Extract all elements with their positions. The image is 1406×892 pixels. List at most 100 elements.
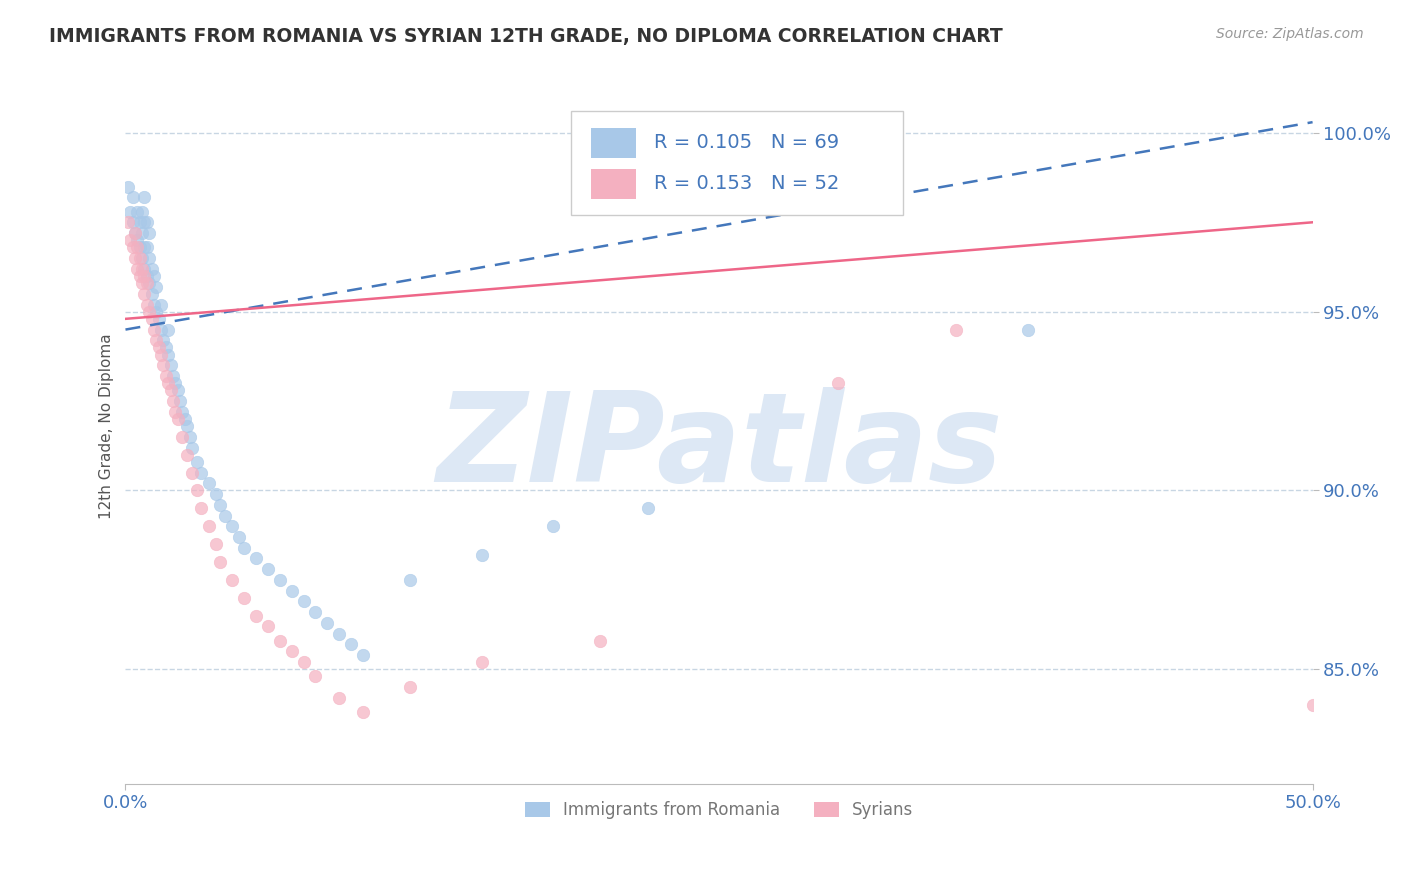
FancyBboxPatch shape: [571, 112, 903, 215]
Point: [637, 501, 659, 516]
Point: [134, 215, 156, 229]
Point: [172, 405, 194, 419]
Point: [169, 394, 191, 409]
Point: [316, 615, 339, 630]
Point: [172, 430, 194, 444]
Point: [138, 251, 160, 265]
Point: [121, 190, 143, 204]
Text: R = 0.105   N = 69: R = 0.105 N = 69: [654, 134, 839, 153]
Point: [128, 240, 150, 254]
Point: [166, 412, 188, 426]
Point: [127, 240, 149, 254]
Point: [124, 226, 146, 240]
Point: [257, 619, 280, 633]
Point: [150, 322, 173, 336]
Point: [162, 394, 184, 409]
Point: [143, 297, 166, 311]
Point: [945, 322, 967, 336]
Point: [165, 376, 187, 391]
Point: [280, 644, 302, 658]
Point: [117, 215, 139, 229]
Point: [120, 233, 142, 247]
Point: [128, 268, 150, 283]
Point: [134, 261, 156, 276]
Point: [159, 359, 181, 373]
Point: [233, 591, 256, 605]
Point: [269, 573, 291, 587]
Text: IMMIGRANTS FROM ROMANIA VS SYRIAN 12TH GRADE, NO DIPLOMA CORRELATION CHART: IMMIGRANTS FROM ROMANIA VS SYRIAN 12TH G…: [49, 27, 1002, 45]
Point: [269, 633, 291, 648]
Point: [131, 204, 153, 219]
Point: [399, 680, 422, 694]
Point: [135, 297, 157, 311]
Text: R = 0.153   N = 52: R = 0.153 N = 52: [654, 174, 839, 194]
Point: [141, 261, 163, 276]
Point: [181, 441, 204, 455]
Point: [134, 268, 156, 283]
Point: [280, 583, 302, 598]
Point: [1302, 698, 1324, 712]
Point: [134, 190, 156, 204]
Point: [352, 705, 374, 719]
Point: [233, 541, 256, 555]
Point: [124, 226, 146, 240]
Point: [471, 548, 494, 562]
Point: [190, 501, 212, 516]
Point: [589, 633, 612, 648]
Point: [138, 304, 160, 318]
FancyBboxPatch shape: [591, 169, 636, 199]
Point: [181, 466, 204, 480]
Point: [150, 297, 173, 311]
Point: [221, 519, 243, 533]
Point: [141, 286, 163, 301]
Point: [328, 690, 350, 705]
Legend: Immigrants from Romania, Syrians: Immigrants from Romania, Syrians: [519, 794, 920, 825]
Point: [131, 251, 153, 265]
Point: [138, 226, 160, 240]
Point: [152, 359, 174, 373]
Point: [228, 530, 250, 544]
Point: [135, 268, 157, 283]
Point: [131, 226, 153, 240]
Point: [157, 376, 180, 391]
Point: [141, 311, 163, 326]
Point: [135, 215, 157, 229]
Point: [328, 626, 350, 640]
Point: [214, 508, 236, 523]
Y-axis label: 12th Grade, No Diploma: 12th Grade, No Diploma: [100, 334, 114, 519]
Point: [128, 251, 150, 265]
Point: [173, 412, 195, 426]
Point: [304, 669, 326, 683]
Point: [179, 430, 201, 444]
FancyBboxPatch shape: [591, 128, 636, 158]
Point: [131, 276, 153, 290]
Point: [221, 573, 243, 587]
Point: [209, 555, 232, 569]
Point: [197, 476, 219, 491]
Point: [155, 341, 177, 355]
Point: [138, 276, 160, 290]
Point: [143, 268, 166, 283]
Point: [204, 537, 226, 551]
Point: [155, 369, 177, 384]
Text: Source: ZipAtlas.com: Source: ZipAtlas.com: [1216, 27, 1364, 41]
Point: [340, 637, 363, 651]
Point: [127, 261, 149, 276]
Point: [150, 348, 173, 362]
Point: [135, 240, 157, 254]
Point: [245, 608, 267, 623]
Point: [292, 594, 315, 608]
Point: [120, 204, 142, 219]
Point: [159, 384, 181, 398]
Point: [471, 655, 494, 669]
Point: [124, 251, 146, 265]
Point: [143, 322, 166, 336]
Point: [304, 605, 326, 619]
Point: [157, 348, 180, 362]
Point: [127, 204, 149, 219]
Point: [176, 448, 198, 462]
Point: [135, 276, 157, 290]
Text: ZIPatlas: ZIPatlas: [436, 387, 1002, 508]
Point: [257, 562, 280, 576]
Point: [292, 655, 315, 669]
